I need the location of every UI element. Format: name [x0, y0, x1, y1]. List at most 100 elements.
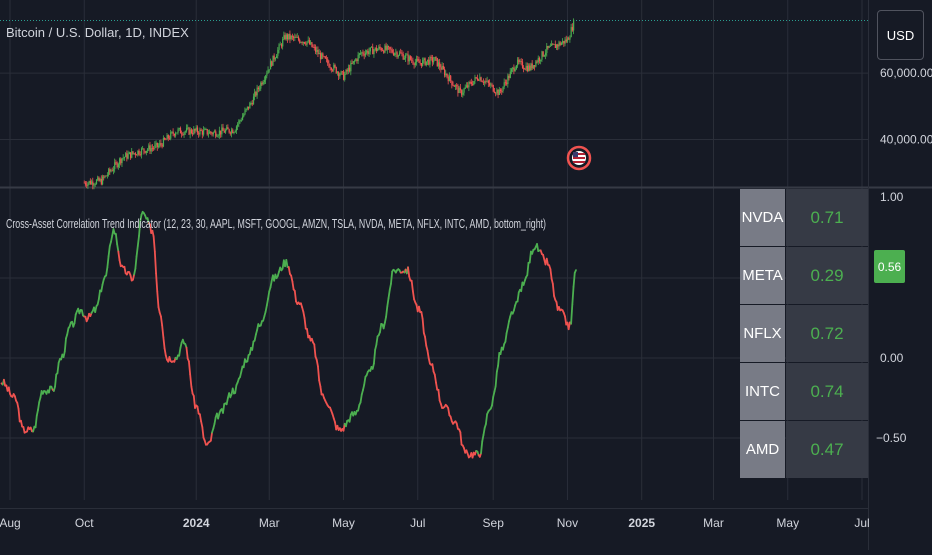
indicator-segment — [482, 435, 483, 441]
indicator-segment — [4, 380, 5, 386]
candle — [410, 55, 411, 60]
indicator-segment — [65, 338, 66, 351]
candle — [569, 35, 570, 43]
candle — [446, 73, 447, 78]
price-pane[interactable] — [84, 18, 574, 189]
candle — [249, 102, 250, 109]
time-tick-label: Aug — [0, 516, 21, 530]
candle — [282, 37, 283, 50]
candle — [334, 64, 335, 69]
candle — [556, 44, 557, 50]
candle — [467, 82, 468, 88]
candle — [288, 34, 289, 41]
candle — [481, 77, 482, 82]
candle — [500, 88, 501, 93]
indicator-segment — [289, 267, 290, 274]
candle — [567, 37, 568, 43]
candle — [353, 61, 354, 65]
indicator-segment — [235, 385, 236, 393]
candle — [319, 49, 320, 54]
indicator-segment — [255, 335, 256, 341]
candle — [412, 58, 413, 65]
candle — [139, 149, 140, 156]
candle — [573, 18, 574, 34]
indicator-segment — [36, 416, 37, 427]
indicator-segment — [9, 387, 10, 393]
time-tick-label: 2025 — [628, 516, 655, 530]
candle — [153, 146, 154, 151]
candle — [565, 37, 566, 46]
indicator-segment — [380, 324, 381, 332]
time-tick-label: Nov — [557, 516, 578, 530]
candle — [555, 41, 556, 48]
candle — [504, 78, 505, 89]
flag-marker-icon[interactable] — [568, 147, 590, 169]
candle — [552, 43, 553, 45]
candle — [416, 56, 417, 66]
candle — [146, 151, 147, 156]
time-tick-label: Sep — [483, 516, 505, 530]
candle — [292, 34, 293, 40]
candle — [104, 175, 105, 178]
candle — [314, 44, 315, 50]
candle — [358, 52, 359, 64]
candle — [111, 169, 112, 173]
indicator-segment — [189, 361, 190, 374]
candle — [247, 106, 248, 110]
correlation-asset-label: META — [740, 247, 785, 304]
indicator-segment — [286, 260, 287, 267]
candle — [117, 161, 118, 168]
candle — [246, 108, 247, 112]
candle — [470, 80, 471, 84]
currency-selector-button[interactable]: USD — [877, 10, 924, 60]
indicator-segment — [162, 325, 163, 337]
candle — [562, 38, 563, 45]
candle — [507, 74, 508, 88]
candle — [143, 148, 144, 154]
candle — [539, 57, 540, 64]
candle — [220, 131, 221, 138]
candle — [343, 70, 344, 80]
indicator-segment — [109, 246, 110, 256]
candle — [215, 129, 216, 138]
correlation-asset-label: NFLX — [740, 305, 785, 362]
candle — [451, 80, 452, 88]
indicator-pane[interactable] — [1, 212, 575, 458]
candle — [207, 129, 208, 136]
candle — [502, 86, 503, 93]
indicator-tick-label: 1.00 — [880, 190, 904, 204]
candle — [197, 125, 198, 135]
indicator-segment — [186, 348, 187, 359]
indicator-segment — [571, 304, 572, 323]
candle — [212, 132, 213, 136]
candle — [445, 70, 446, 77]
indicator-segment — [266, 306, 267, 312]
candle — [510, 68, 511, 78]
candle — [298, 35, 299, 41]
indicator-segment — [200, 414, 201, 421]
candle — [230, 131, 231, 135]
candle — [185, 130, 186, 135]
candle — [305, 41, 306, 46]
candle — [330, 64, 331, 71]
candle — [95, 182, 96, 187]
candle — [297, 33, 298, 38]
candle — [461, 89, 462, 97]
candle — [516, 65, 517, 70]
candle — [423, 57, 424, 63]
candle — [459, 86, 460, 93]
candle — [159, 140, 160, 148]
candle — [263, 80, 264, 85]
candle — [331, 67, 332, 72]
candle — [275, 57, 276, 61]
candle — [401, 50, 402, 56]
candle — [171, 131, 172, 134]
indicator-segment — [435, 375, 436, 383]
candle — [163, 135, 164, 147]
candle — [224, 128, 225, 133]
indicator-segment — [389, 290, 390, 298]
indicator-segment — [57, 363, 58, 373]
candle — [522, 59, 523, 69]
